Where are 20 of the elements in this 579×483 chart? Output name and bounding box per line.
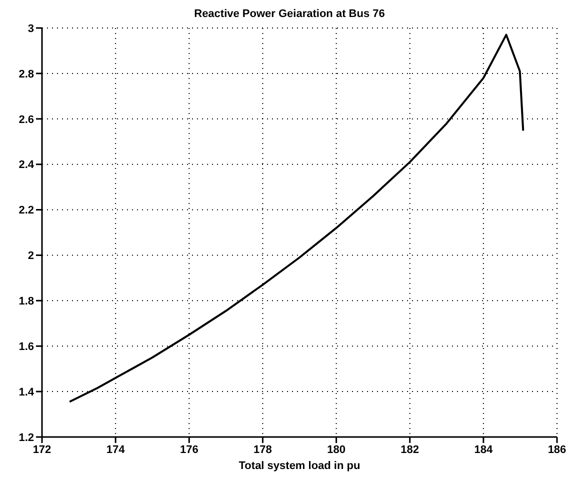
y-tick-label: 2.6 bbox=[18, 114, 34, 126]
y-tick-label: 2.4 bbox=[18, 159, 35, 172]
x-tick-label: 182 bbox=[400, 444, 420, 456]
x-tick-label: 178 bbox=[254, 444, 272, 456]
y-tick-label: 1.4 bbox=[18, 386, 35, 398]
x-tick-label: 174 bbox=[106, 444, 126, 456]
x-tick-label: 172 bbox=[32, 444, 52, 456]
x-tick-label: 180 bbox=[327, 444, 346, 456]
x-tick-label: 186 bbox=[548, 444, 566, 456]
y-tick-label: 2 bbox=[28, 250, 34, 262]
y-tick-label: 1.8 bbox=[18, 296, 34, 308]
y-tick-label: 2.8 bbox=[18, 68, 34, 80]
x-tick-label: 184 bbox=[474, 444, 494, 456]
y-tick-label: 1.6 bbox=[18, 341, 34, 354]
y-tick-label: 1.2 bbox=[18, 432, 34, 444]
x-tick-label: 176 bbox=[180, 444, 198, 456]
chart-title: Reactive Power Geiaration at Bus 76 bbox=[193, 8, 386, 22]
y-tick-label: 2.2 bbox=[18, 204, 34, 217]
y-tick-label: 3 bbox=[28, 22, 34, 35]
x-axis-title: Total system load in pu bbox=[238, 460, 360, 472]
